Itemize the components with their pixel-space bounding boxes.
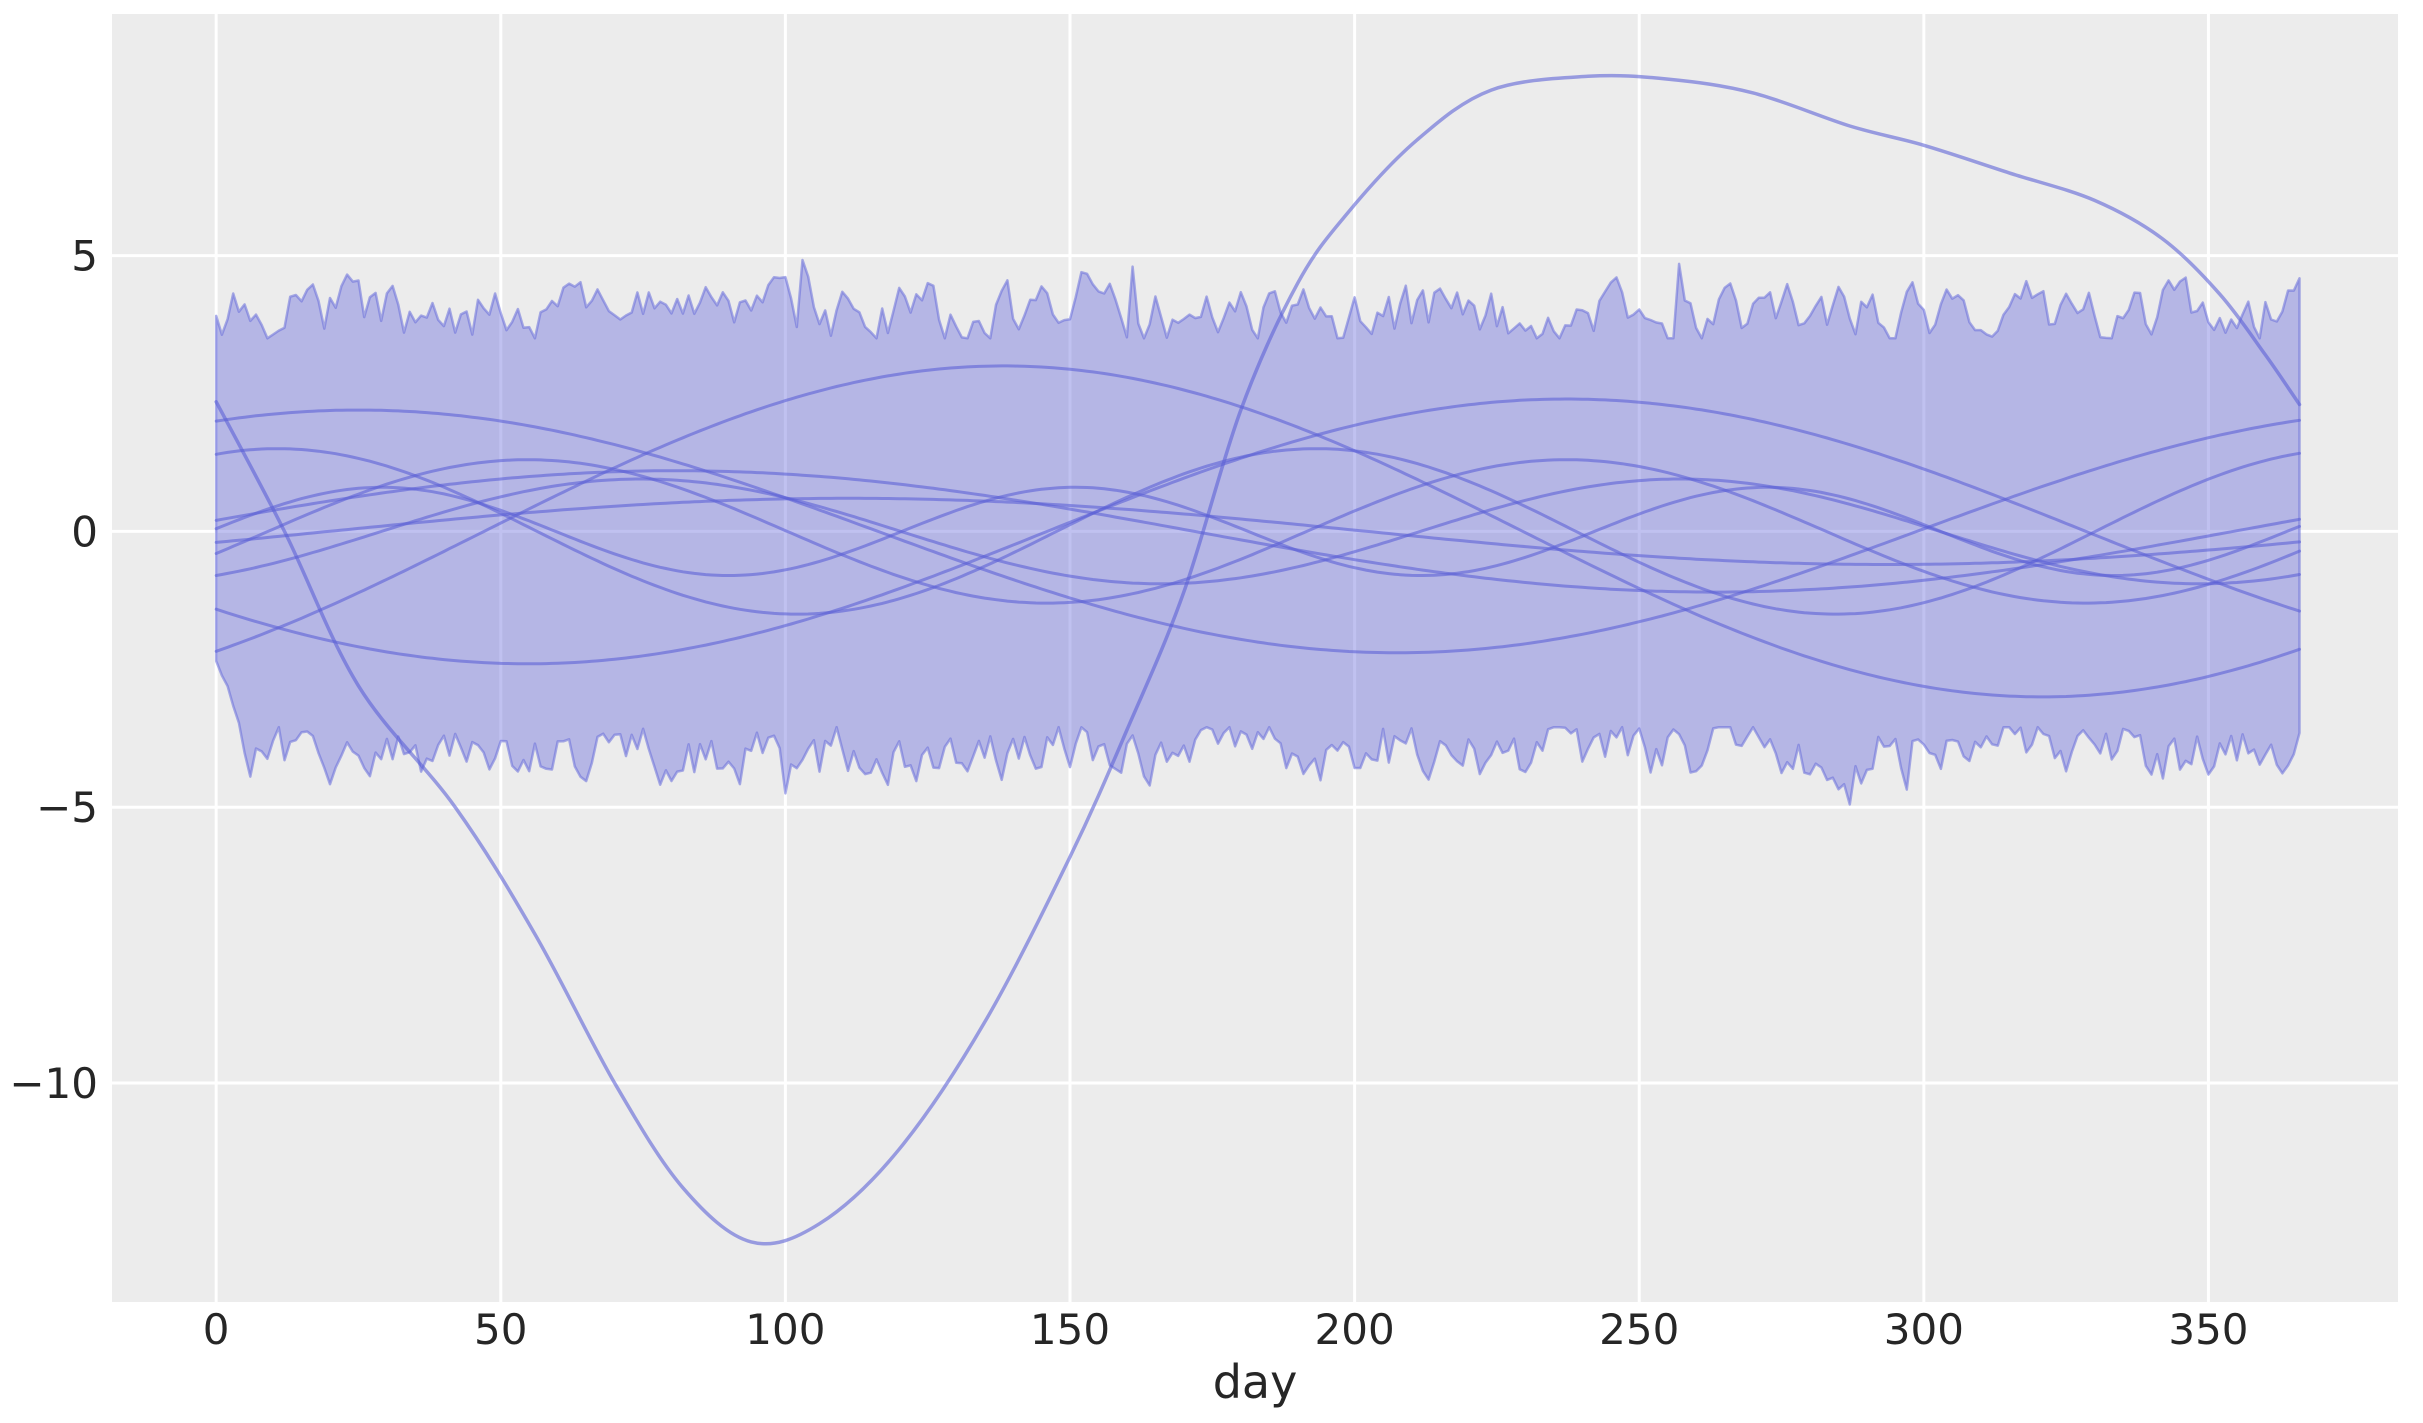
y-tick-label: 0	[71, 507, 98, 556]
ensemble-line-sine-9	[214, 496, 2301, 566]
y-tick-labels: 5 0 −5 −10	[9, 232, 98, 1108]
x-tick-label: 100	[745, 1305, 825, 1354]
x-tick-label: 200	[1315, 1305, 1395, 1354]
grid-lines	[112, 14, 2398, 1302]
outlier-curve	[214, 73, 2302, 1246]
ensemble-line-sine-1	[214, 364, 2301, 699]
ensemble-lines	[214, 364, 2301, 699]
outlier-line	[214, 73, 2302, 1246]
y-tick-label: −5	[36, 783, 98, 832]
band-area	[214, 258, 2301, 806]
x-tick-label: 250	[1599, 1305, 1679, 1354]
x-tick-label: 150	[1030, 1305, 1110, 1354]
y-tick-label: 5	[71, 232, 98, 281]
x-tick-label: 50	[474, 1305, 527, 1354]
ensemble-line-sine-6	[214, 469, 2301, 594]
ensemble-line-sine-5	[214, 458, 2301, 605]
plot-background	[112, 14, 2398, 1302]
x-tick-label: 350	[2168, 1305, 2248, 1354]
ensemble-line-sine-4	[214, 447, 2301, 616]
x-tick-label: 300	[1884, 1305, 1964, 1354]
axes-background	[112, 14, 2398, 1302]
uncertainty-band	[214, 258, 2301, 806]
ensemble-line-sine-8	[214, 485, 2301, 577]
y-tick-label: −10	[9, 1059, 98, 1108]
ensemble-line-sine-3	[214, 408, 2301, 655]
x-tick-labels: 0 50 100 150 200 250 300 350	[203, 1305, 2249, 1354]
x-axis-label: day	[1213, 1355, 1298, 1409]
x-tick-label: 0	[203, 1305, 230, 1354]
